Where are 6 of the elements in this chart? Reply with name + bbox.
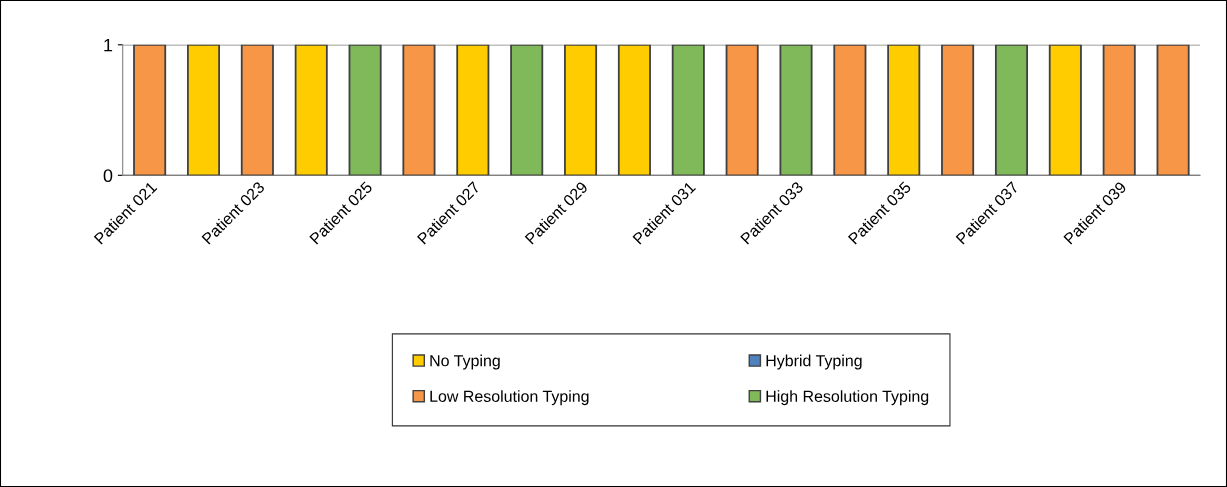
- y-tick-label: 0: [103, 169, 113, 183]
- y-tick-label: 1: [104, 38, 113, 52]
- legend-label: No Typing: [430, 354, 500, 370]
- legend-label: Hybrid Typing: [766, 354, 862, 370]
- legend-label: High Resolution Typing: [766, 390, 929, 406]
- legend-label: Low Resolution Typing: [430, 390, 589, 406]
